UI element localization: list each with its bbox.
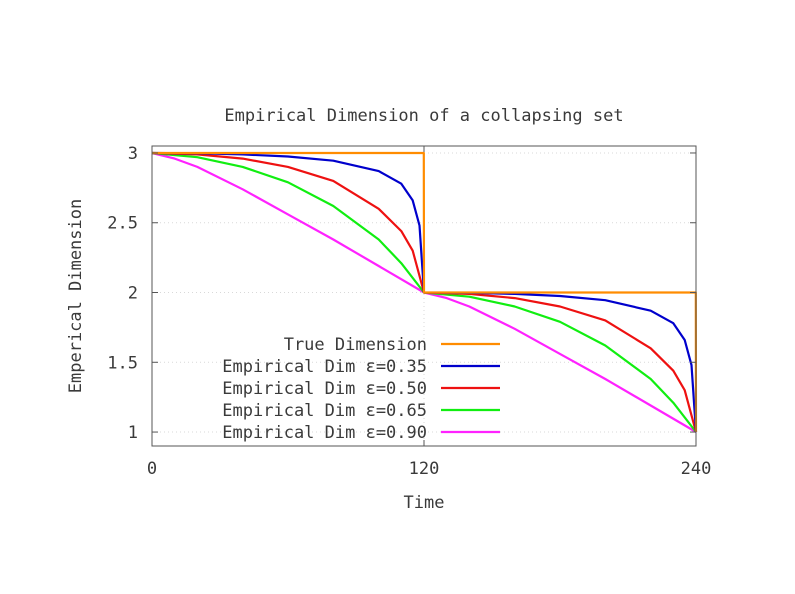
x-tick-label: 0: [147, 459, 157, 479]
y-axis-label: Emperical Dimension: [66, 199, 86, 393]
y-tick-label: 1.5: [107, 353, 138, 373]
x-tick-label: 120: [409, 459, 440, 479]
legend-label: True Dimension: [284, 335, 427, 355]
y-tick-label: 3: [128, 144, 138, 164]
chart-title: Empirical Dimension of a collapsing set: [224, 106, 623, 126]
y-tick-label: 1: [128, 423, 138, 443]
y-tick-label: 2.5: [107, 214, 138, 234]
x-axis-label: Time: [404, 493, 445, 513]
legend-label: Empirical Dim ε=0.35: [222, 357, 427, 377]
legend-label: Empirical Dim ε=0.90: [222, 423, 427, 443]
legend-label: Empirical Dim ε=0.50: [222, 379, 427, 399]
legend-label: Empirical Dim ε=0.65: [222, 401, 427, 421]
x-tick-label: 240: [681, 459, 712, 479]
y-tick-label: 2: [128, 284, 138, 304]
axis-ticks: 1 1.5 2 2.5 3 0 120 240: [107, 144, 711, 479]
